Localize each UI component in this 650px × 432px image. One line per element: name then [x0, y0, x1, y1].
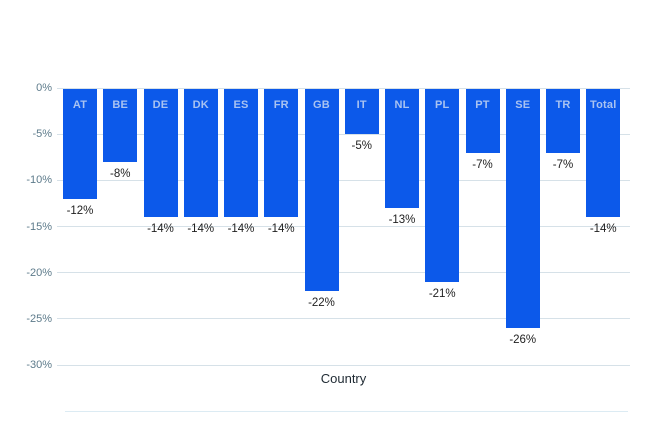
gridline [57, 179, 630, 181]
bar-category-label: DK [192, 99, 209, 111]
bar-gb: GB [304, 89, 339, 292]
y-tick-label: 0% [36, 82, 52, 94]
bar-category-label: ES [233, 99, 249, 111]
bar-value-label: -22% [308, 297, 335, 310]
bar-pl: PL [425, 89, 460, 282]
bar-category-label: TR [555, 99, 571, 111]
bar-category-label: NL [394, 99, 410, 111]
bar-category-label: DE [152, 99, 169, 111]
bar-at: AT [63, 89, 97, 199]
gridline [57, 133, 630, 135]
bar-value-label: -5% [351, 140, 372, 153]
gridline [57, 272, 630, 274]
bar-category-label: Total [590, 99, 617, 111]
bar-category-label: BE [112, 99, 129, 111]
bar-es: ES [224, 89, 258, 218]
bar-de: DE [143, 89, 178, 218]
bar-value-label: -14% [187, 223, 215, 236]
bar-value-label: -7% [552, 158, 574, 171]
gridline [57, 226, 630, 227]
bottom-divider [65, 411, 628, 412]
bar-category-label: FR [273, 99, 289, 111]
gridline [57, 87, 630, 89]
y-tick-label: -20% [26, 266, 52, 279]
bar-category-label: AT [72, 99, 88, 111]
bar-value-label: -14% [227, 223, 255, 236]
y-tick-label: -30% [26, 359, 52, 371]
bar-value-label: -7% [472, 158, 493, 171]
bar-value-label: -13% [388, 214, 416, 227]
x-axis-title: Country [320, 371, 367, 386]
plot-area: 0% -5% -10% -15% -20% -25% -30% AT -12% BE -8% DE -1… [26, 82, 630, 371]
bar-category-label: PT [475, 99, 490, 111]
bar-se: SE [505, 89, 540, 329]
y-tick-label: -25% [26, 312, 52, 325]
bar-it: IT [344, 89, 379, 135]
bar-value-label: -14% [147, 223, 174, 236]
bar-value-label: -26% [509, 334, 537, 347]
bar-category-label: GB [313, 99, 330, 111]
bar-be: BE [103, 89, 138, 162]
y-tick-label: -15% [26, 220, 52, 233]
bar-fr: FR [264, 89, 299, 218]
bar-value-label: -8% [110, 167, 131, 180]
bar-category-label: IT [356, 99, 367, 111]
y-tick-label: -10% [26, 174, 52, 187]
bar-value-label: -14% [589, 223, 617, 236]
bar-tr: TR [546, 89, 580, 153]
bar-value-label: -21% [428, 287, 456, 300]
bar-total: Total [586, 89, 621, 218]
bar-pt: PT [465, 89, 500, 153]
y-tick-label: -5% [32, 128, 52, 141]
bar-nl: NL [385, 89, 419, 209]
bar-value-label: -12% [66, 204, 94, 217]
gridline [57, 318, 630, 320]
bar-category-label: SE [515, 99, 531, 111]
gridline [57, 364, 630, 366]
bar-dk: DK [183, 89, 218, 218]
bar-category-label: PL [435, 99, 450, 111]
bar-value-label: -14% [267, 223, 295, 236]
